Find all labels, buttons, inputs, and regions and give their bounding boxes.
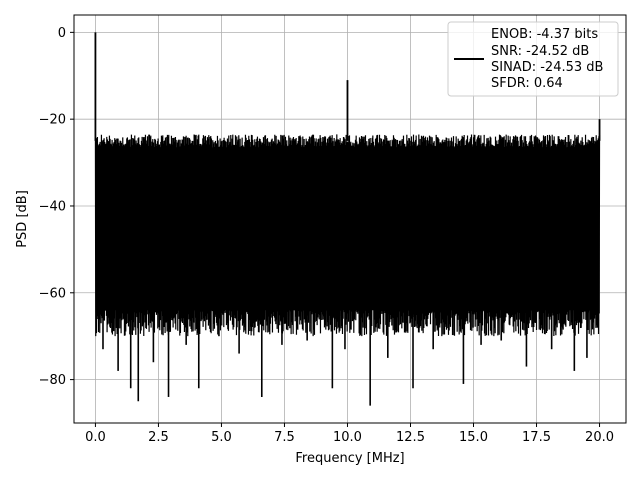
axis-ticks: 0.0 2.5 5.0 7.5 10.0 12.5 15.0 17.5 20.0 0 −20 −40 −…: [39, 26, 614, 445]
x-tick-label: 10.0: [333, 430, 362, 445]
y-tick-label: 0: [58, 26, 66, 41]
legend-sfdr: SFDR: 0.64: [491, 76, 563, 91]
x-tick-label: 12.5: [396, 430, 425, 445]
x-tick-label: 20.0: [585, 430, 614, 445]
x-tick-label: 2.5: [148, 430, 169, 445]
y-tick-label: −60: [39, 286, 66, 301]
y-tick-label: −20: [39, 113, 66, 128]
x-axis-label: Frequency [MHz]: [295, 451, 404, 466]
legend-enob: ENOB: -4.37 bits: [491, 27, 598, 42]
y-axis-label: PSD [dB]: [15, 190, 30, 248]
x-tick-label: 17.5: [522, 430, 551, 445]
x-tick-label: 7.5: [274, 430, 295, 445]
x-tick-label: 5.0: [211, 430, 232, 445]
legend: ENOB: -4.37 bits SNR: -24.52 dB SINAD: -…: [447, 21, 619, 97]
y-tick-label: −40: [39, 199, 66, 214]
data-area: [94, 32, 601, 406]
legend-box: [447, 21, 619, 97]
legend-sinad: SINAD: -24.53 dB: [491, 60, 603, 75]
x-tick-label: 0.0: [85, 430, 106, 445]
psd-trace: [94, 134, 601, 337]
x-tick-label: 15.0: [459, 430, 488, 445]
plot-frame: [73, 14, 627, 424]
legend-snr: SNR: -24.52 dB: [491, 44, 589, 59]
y-tick-label: −80: [39, 373, 66, 388]
